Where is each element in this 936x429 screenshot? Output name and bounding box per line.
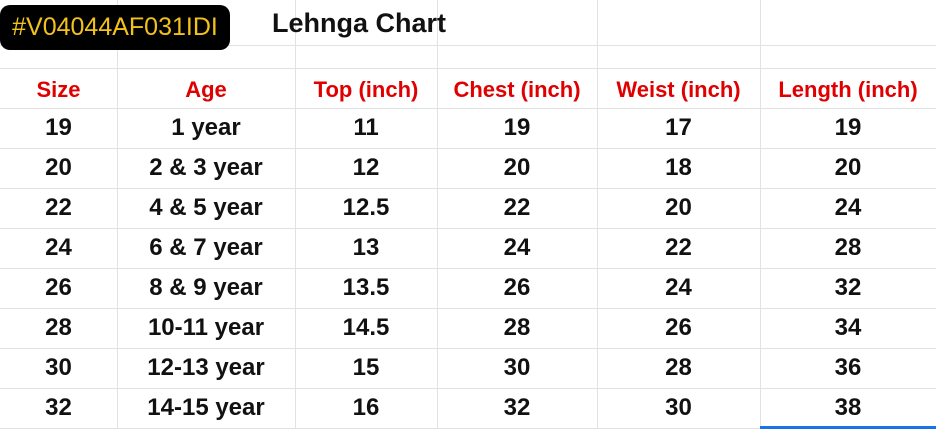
grid-line <box>0 45 936 46</box>
table-cell: 16 <box>352 394 380 421</box>
table-cell: 12.5 <box>342 194 390 221</box>
column-header: Chest (inch) <box>453 77 581 102</box>
table-cell: 22 <box>665 234 692 261</box>
column-header: Age <box>185 77 227 102</box>
column-header: Weist (inch) <box>616 77 741 102</box>
table-cell: 36 <box>834 354 862 381</box>
table-cell: 11 <box>353 114 379 141</box>
table-cell: 20 <box>834 154 862 181</box>
grid-line <box>0 388 936 389</box>
table-cell: 15 <box>352 354 380 381</box>
column-header: Size <box>36 77 81 102</box>
table-cell: 19 <box>503 114 531 141</box>
table-cell: 30 <box>503 354 531 381</box>
column-header: Length (inch) <box>778 77 918 102</box>
table-cell: 24 <box>45 234 72 261</box>
table-cell: 32 <box>503 394 531 421</box>
table-cell: 14-15 year <box>147 394 265 421</box>
table-cell: 13.5 <box>342 274 390 301</box>
table-cell: 22 <box>45 194 72 221</box>
grid-line <box>0 228 936 229</box>
grid-line <box>597 0 598 429</box>
grid-line <box>760 0 761 429</box>
table-cell: 6 & 7 year <box>149 234 263 261</box>
table-cell: 30 <box>45 354 72 381</box>
table-cell: 20 <box>503 154 531 181</box>
table-cell: 14.5 <box>342 314 390 341</box>
table-cell: 28 <box>665 354 692 381</box>
table-cell: 38 <box>834 394 862 421</box>
table-cell: 26 <box>665 314 692 341</box>
selection-indicator <box>760 426 936 429</box>
table-cell: 32 <box>834 274 862 301</box>
table-cell: 28 <box>45 314 72 341</box>
table-cell: 34 <box>834 314 862 341</box>
product-code: #V04044AF031IDI <box>0 5 230 50</box>
table-cell: 12-13 year <box>147 354 265 381</box>
table-cell: 18 <box>665 154 692 181</box>
table-cell: 20 <box>665 194 692 221</box>
grid-line <box>0 108 936 109</box>
table-cell: 17 <box>665 114 692 141</box>
table-cell: 19 <box>834 114 862 141</box>
table-cell: 24 <box>834 194 862 221</box>
table-cell: 2 & 3 year <box>149 154 263 181</box>
grid-line <box>0 188 936 189</box>
grid-line <box>0 268 936 269</box>
table-cell: 22 <box>503 194 531 221</box>
table-cell: 28 <box>834 234 862 261</box>
table-cell: 26 <box>503 274 531 301</box>
grid-line <box>0 308 936 309</box>
table-cell: 26 <box>45 274 72 301</box>
table-cell: 24 <box>665 274 692 301</box>
grid-line <box>0 348 936 349</box>
grid-line <box>0 68 936 69</box>
table-cell: 19 <box>45 114 72 141</box>
grid-line <box>117 0 118 429</box>
table-cell: 8 & 9 year <box>149 274 263 301</box>
table-cell: 24 <box>503 234 531 261</box>
table-cell: 10-11 year <box>147 314 265 341</box>
table-cell: 1 year <box>171 114 241 141</box>
column-header: Top (inch) <box>313 77 419 102</box>
table-cell: 13 <box>352 234 380 261</box>
grid-line <box>437 0 438 429</box>
table-cell: 30 <box>665 394 692 421</box>
table-cell: 20 <box>45 154 72 181</box>
grid-line <box>295 0 296 429</box>
table-cell: 4 & 5 year <box>149 194 263 221</box>
table-cell: 28 <box>503 314 531 341</box>
table-cell: 12 <box>352 154 380 181</box>
grid-line <box>0 148 936 149</box>
sheet-title: Lehnga Chart <box>272 8 447 38</box>
table-cell: 32 <box>45 394 72 421</box>
